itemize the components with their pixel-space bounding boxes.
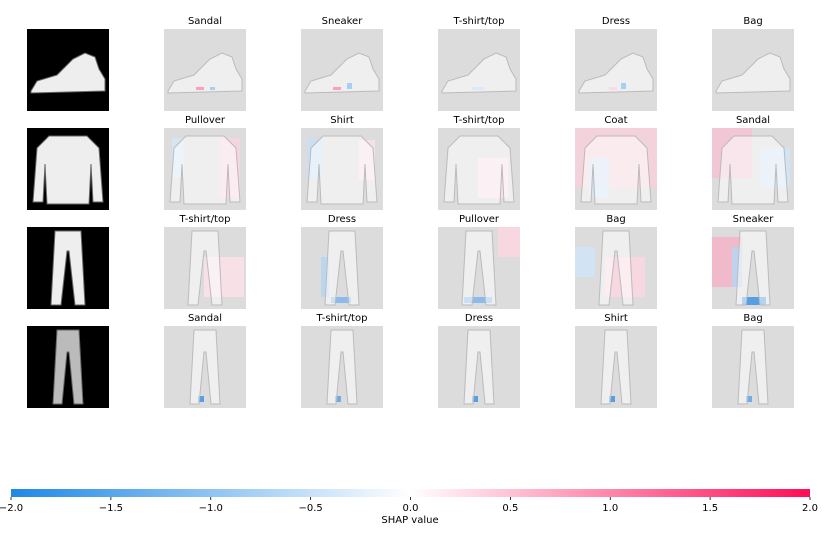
shap-panel [164,326,246,408]
panel-title: Sandal [188,313,222,324]
shap-panel [712,227,794,309]
shap-panel [575,29,657,111]
shap-panel [712,128,794,210]
tick-label: −1.0 [199,503,223,514]
panel-title: Dress [602,16,630,27]
garment-outline [598,230,634,306]
shap-panel [575,128,657,210]
shap-panel [712,29,794,111]
shap-panel [301,128,383,210]
tick-label: −2.0 [0,503,23,514]
panel-title: Coat [604,115,627,126]
garment-outline [715,52,791,94]
panel-title: Pullover [185,115,226,126]
garment-outline [578,52,654,94]
shap-panel [301,326,383,408]
garment-outline [306,135,378,205]
panel-title: Sandal [736,115,770,126]
garment [32,135,104,205]
shap-panel [301,227,383,309]
tick-label: −1.5 [99,503,123,514]
shap-pixel [472,396,478,402]
panel-title: T-shirt/top [316,313,368,324]
garment-outline [600,329,632,405]
garment-outline [169,135,241,205]
input-image [27,128,109,210]
garment-outline [443,135,515,205]
shap-panel [712,326,794,408]
garment-outline [461,230,497,306]
garment-outline [304,52,380,94]
shap-pixel [464,297,492,303]
garment-outline [326,329,358,405]
shap-pixel [746,396,752,402]
tick-label: 1.0 [602,503,618,514]
shap-pixel [321,257,329,297]
tick-label: 0.5 [502,503,518,514]
shap-panel [438,29,520,111]
panel-title: Bag [743,16,762,27]
shap-panel [438,227,520,309]
shap-panel [575,326,657,408]
panel-title: T-shirt/top [179,214,231,225]
shap-pixel [732,247,742,287]
panel-title: T-shirt/top [453,115,505,126]
garment-outline [717,135,789,205]
panel-title: Shirt [330,115,354,126]
garment-outline [463,329,495,405]
shap-panel [438,326,520,408]
shap-pixel [198,396,204,402]
panel-title: Sandal [188,16,222,27]
garment [52,329,84,405]
shap-panel [301,29,383,111]
garment-outline [580,135,652,205]
panel-title: T-shirt/top [453,16,505,27]
shap-panel [164,29,246,111]
shap-pixel [335,396,341,402]
garment [50,230,86,306]
shap-pixel [609,396,615,402]
garment-outline [324,230,360,306]
input-image [27,227,109,309]
garment-outline [737,329,769,405]
shap-pixel [742,297,766,305]
tick-label: 1.5 [702,503,718,514]
garment-outline [167,52,243,94]
input-image [27,326,109,408]
colorbar-label: SHAP value [381,515,438,526]
garment-outline [189,329,221,405]
panel-title: Bag [743,313,762,324]
panel-title: Pullover [459,214,500,225]
panel-title: Dress [465,313,493,324]
shap-pixel [575,247,595,277]
shap-panel [438,128,520,210]
panel-title: Sneaker [733,214,775,225]
garment [30,52,106,94]
panel-title: Dress [328,214,356,225]
garment-outline [187,230,223,306]
shap-pixel [498,227,520,257]
panel-title: Sneaker [322,16,364,27]
shap-panel [164,227,246,309]
tick-label: 0.0 [403,503,419,514]
shap-pixel [331,297,351,303]
tick-label: 2.0 [802,503,818,514]
shap-panel [575,227,657,309]
garment-outline [735,230,771,306]
tick-label: −0.5 [298,503,322,514]
panel-title: Bag [606,214,625,225]
input-image [27,29,109,111]
colorbar [11,489,810,497]
garment-outline [441,52,517,94]
shap-panel [164,128,246,210]
panel-title: Shirt [604,313,628,324]
